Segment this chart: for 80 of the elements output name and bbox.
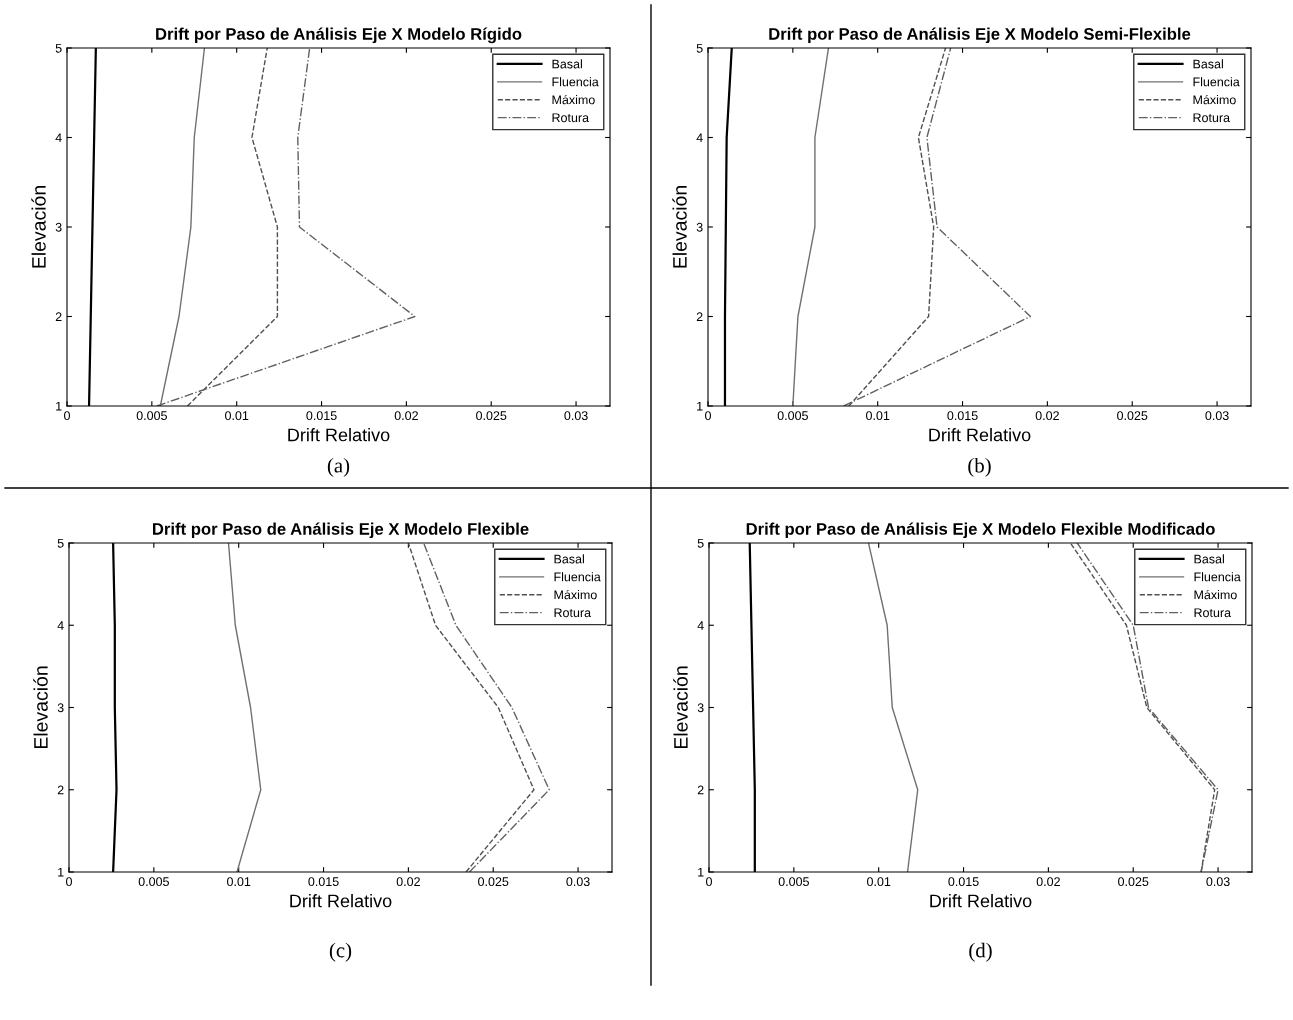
x-tick-label: 0.025 <box>476 411 507 421</box>
text: (a) <box>327 457 350 477</box>
y-tick-label: 1 <box>56 401 62 411</box>
legend-label: Fluencia <box>552 77 599 87</box>
x-tick-label: 0.03 <box>1206 877 1230 887</box>
x-tick-label: 0.01 <box>225 411 249 421</box>
y-tick-label: 5 <box>696 43 703 53</box>
legend-label: Máximo <box>552 94 595 105</box>
x-tick-label: 0.015 <box>947 411 978 421</box>
chart-title: Drift por Paso de Análisis Eje X Modelo Flexible Modificado <box>746 522 1215 539</box>
x-tick-label: 0.01 <box>227 877 251 887</box>
x-tick-label: 0.015 <box>306 411 337 421</box>
text: (d) <box>969 942 992 962</box>
y-tick-label: 3 <box>697 703 704 713</box>
y-axis-title: Elevación <box>672 186 687 268</box>
x-tick-label: 0.025 <box>1118 877 1149 887</box>
x-tick-label: 0.025 <box>478 877 509 887</box>
chart-title: Drift por Paso de Análisis Eje X Modelo Flexible <box>153 522 529 539</box>
legend-label: Máximo <box>1193 94 1236 105</box>
x-tick-label: 0.015 <box>948 877 979 887</box>
y-tick-label: 2 <box>55 312 62 322</box>
y-tick-label: 4 <box>697 621 704 630</box>
legend-label: Rotura <box>1193 113 1231 123</box>
legend-label: Basal <box>552 59 582 69</box>
y-tick-label: 3 <box>696 222 703 232</box>
x-tick-label: 0.02 <box>396 877 420 887</box>
x-tick-label: 0.02 <box>1036 877 1060 887</box>
y-tick-label: 2 <box>697 785 704 795</box>
x-tick-label: 0.03 <box>566 877 590 887</box>
x-tick-label: 0.005 <box>777 411 808 421</box>
y-axis-title: Elevación <box>673 666 688 749</box>
text: (b) <box>968 457 991 477</box>
x-tick-label: 0.015 <box>308 877 339 887</box>
legend-label: Máximo <box>1194 589 1237 600</box>
x-tick-label: 0 <box>66 877 72 887</box>
y-tick-label: 3 <box>57 703 64 713</box>
y-axis-title: Elevación <box>33 666 48 749</box>
x-tick-label: 0.02 <box>394 411 418 421</box>
legend-label: Máximo <box>554 589 597 600</box>
y-tick-label: 3 <box>55 222 62 232</box>
x-tick-label: 0.01 <box>866 411 890 421</box>
legend-label: Basal <box>1194 554 1224 564</box>
legend-label: Basal <box>554 554 584 564</box>
chart-title: Drift por Paso de Análisis Eje X Modelo Rígido <box>156 27 522 44</box>
chart-title: Drift por Paso de Análisis Eje X Modelo Semi-Flexible <box>769 27 1191 44</box>
x-tick-label: 0 <box>706 877 712 887</box>
y-tick-label: 1 <box>698 867 704 877</box>
legend-label: Basal <box>1193 59 1223 69</box>
y-tick-label: 1 <box>697 401 703 411</box>
x-tick-label: 0.02 <box>1035 411 1059 421</box>
y-tick-label: 2 <box>57 785 64 795</box>
y-tick-label: 5 <box>697 538 704 548</box>
x-axis-title: Drift Relativo <box>929 428 1031 442</box>
x-tick-label: 0.005 <box>136 411 167 421</box>
legend-label: Fluencia <box>1194 572 1241 582</box>
x-axis-title: Drift Relativo <box>288 428 390 442</box>
y-axis-title: Elevación <box>31 186 46 268</box>
legend-label: Fluencia <box>554 572 601 582</box>
y-tick-label: 2 <box>696 312 703 322</box>
legend-label: Rotura <box>552 113 590 123</box>
x-tick-label: 0.03 <box>564 411 588 421</box>
x-tick-label: 0.03 <box>1205 411 1229 421</box>
x-axis-title: Drift Relativo <box>290 894 392 908</box>
x-tick-label: 0 <box>64 411 70 421</box>
x-tick-label: 0 <box>705 411 711 421</box>
x-tick-label: 0.005 <box>138 877 169 887</box>
x-tick-label: 0.005 <box>778 877 809 887</box>
x-tick-label: 0.025 <box>1117 411 1148 421</box>
legend-label: Fluencia <box>1193 77 1240 87</box>
x-tick-label: 0.01 <box>867 877 891 887</box>
text: (c) <box>329 942 352 962</box>
y-tick-label: 4 <box>55 133 62 143</box>
y-tick-label: 4 <box>696 133 703 143</box>
x-axis-title: Drift Relativo <box>930 894 1032 908</box>
legend-label: Rotura <box>1194 608 1232 618</box>
y-tick-label: 5 <box>57 538 64 548</box>
legend-label: Rotura <box>554 608 592 618</box>
y-tick-label: 1 <box>58 867 64 877</box>
y-tick-label: 5 <box>55 43 62 53</box>
y-tick-label: 4 <box>57 621 64 630</box>
